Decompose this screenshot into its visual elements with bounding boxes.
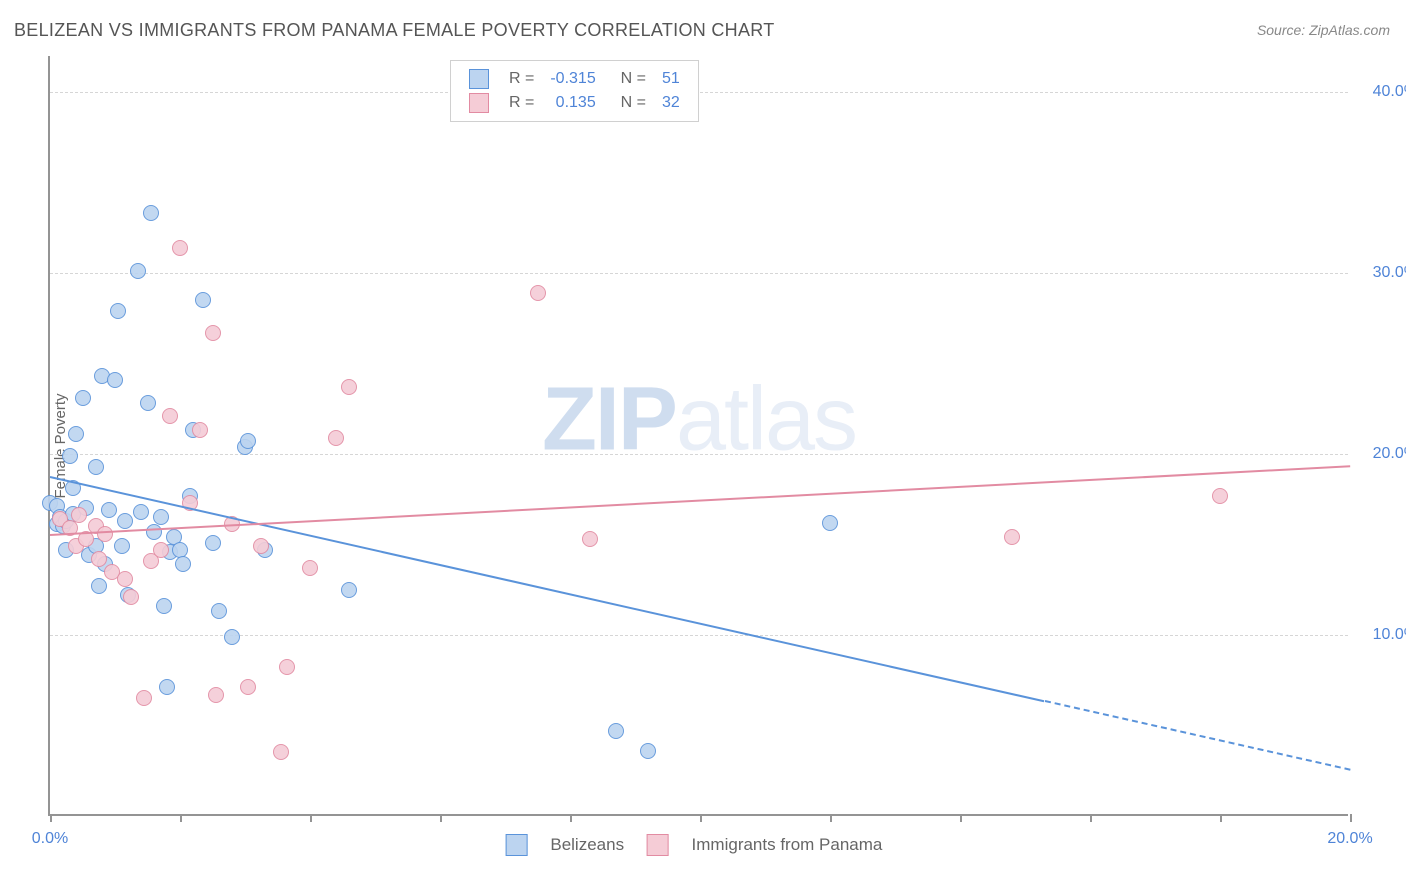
y-tick-label: 30.0% xyxy=(1358,264,1406,282)
data-point xyxy=(530,285,546,301)
data-point xyxy=(608,723,624,739)
x-tick xyxy=(1220,814,1222,822)
data-point xyxy=(110,303,126,319)
r-label: R = xyxy=(501,91,542,115)
data-point xyxy=(117,513,133,529)
data-point xyxy=(136,690,152,706)
data-point xyxy=(341,582,357,598)
swatch-series-2 xyxy=(647,834,669,856)
data-point xyxy=(153,509,169,525)
data-point xyxy=(101,502,117,518)
data-point xyxy=(175,556,191,572)
r-value-series-1: -0.315 xyxy=(542,67,603,91)
r-label: R = xyxy=(501,67,542,91)
data-point xyxy=(91,551,107,567)
data-point xyxy=(123,589,139,605)
data-point xyxy=(140,395,156,411)
data-point xyxy=(240,433,256,449)
plot-area: ZIPatlas 10.0%20.0%30.0%40.0%0.0%20.0% xyxy=(48,56,1348,816)
data-point xyxy=(162,408,178,424)
trend-line xyxy=(1044,700,1350,771)
chart-container: { "title": "BELIZEAN VS IMMIGRANTS FROM … xyxy=(0,0,1406,892)
watermark: ZIPatlas xyxy=(542,368,856,471)
x-tick xyxy=(960,814,962,822)
data-point xyxy=(62,448,78,464)
n-label: N = xyxy=(604,91,654,115)
swatch-series-1 xyxy=(469,69,489,89)
x-tick xyxy=(180,814,182,822)
legend-label-series-2: Immigrants from Panama xyxy=(692,835,883,854)
gridline xyxy=(50,635,1348,636)
data-point xyxy=(208,687,224,703)
data-point xyxy=(91,578,107,594)
x-tick-label: 0.0% xyxy=(32,830,68,848)
data-point xyxy=(156,598,172,614)
gridline xyxy=(50,92,1348,93)
swatch-series-2 xyxy=(469,93,489,113)
data-point xyxy=(117,571,133,587)
y-tick-label: 10.0% xyxy=(1358,626,1406,644)
data-point xyxy=(205,325,221,341)
data-point xyxy=(97,526,113,542)
data-point xyxy=(146,524,162,540)
data-point xyxy=(195,292,211,308)
data-point xyxy=(1004,529,1020,545)
data-point xyxy=(107,372,123,388)
x-tick xyxy=(310,814,312,822)
x-tick-label: 20.0% xyxy=(1327,830,1372,848)
gridline xyxy=(50,273,1348,274)
data-point xyxy=(1212,488,1228,504)
series-legend: Belizeans Immigrants from Panama xyxy=(506,834,901,856)
data-point xyxy=(133,504,149,520)
data-point xyxy=(273,744,289,760)
legend-row-series-1: R = -0.315 N = 51 xyxy=(461,67,688,91)
data-point xyxy=(153,542,169,558)
trend-line xyxy=(50,465,1350,536)
n-value-series-2: 32 xyxy=(654,91,688,115)
data-point xyxy=(205,535,221,551)
x-tick xyxy=(50,814,52,822)
x-tick xyxy=(440,814,442,822)
data-point xyxy=(88,459,104,475)
data-point xyxy=(224,629,240,645)
data-point xyxy=(143,205,159,221)
data-point xyxy=(172,542,188,558)
chart-title: BELIZEAN VS IMMIGRANTS FROM PANAMA FEMAL… xyxy=(14,20,775,41)
x-tick xyxy=(700,814,702,822)
data-point xyxy=(582,531,598,547)
source-attribution: Source: ZipAtlas.com xyxy=(1257,22,1390,38)
swatch-series-1 xyxy=(506,834,528,856)
data-point xyxy=(159,679,175,695)
y-tick-label: 40.0% xyxy=(1358,83,1406,101)
data-point xyxy=(240,679,256,695)
n-label: N = xyxy=(604,67,654,91)
data-point xyxy=(172,240,188,256)
n-value-series-1: 51 xyxy=(654,67,688,91)
r-value-series-2: 0.135 xyxy=(542,91,603,115)
trend-line xyxy=(50,476,1045,702)
x-tick xyxy=(1090,814,1092,822)
data-point xyxy=(75,390,91,406)
data-point xyxy=(192,422,208,438)
x-tick xyxy=(570,814,572,822)
data-point xyxy=(640,743,656,759)
legend-row-series-2: R = 0.135 N = 32 xyxy=(461,91,688,115)
legend-label-series-1: Belizeans xyxy=(550,835,624,854)
data-point xyxy=(822,515,838,531)
data-point xyxy=(71,507,87,523)
data-point xyxy=(68,426,84,442)
x-tick xyxy=(1350,814,1352,822)
x-tick xyxy=(830,814,832,822)
data-point xyxy=(328,430,344,446)
data-point xyxy=(279,659,295,675)
correlation-legend: R = -0.315 N = 51 R = 0.135 N = 32 xyxy=(450,60,699,122)
data-point xyxy=(130,263,146,279)
data-point xyxy=(253,538,269,554)
y-tick-label: 20.0% xyxy=(1358,445,1406,463)
data-point xyxy=(114,538,130,554)
data-point xyxy=(341,379,357,395)
data-point xyxy=(302,560,318,576)
data-point xyxy=(211,603,227,619)
